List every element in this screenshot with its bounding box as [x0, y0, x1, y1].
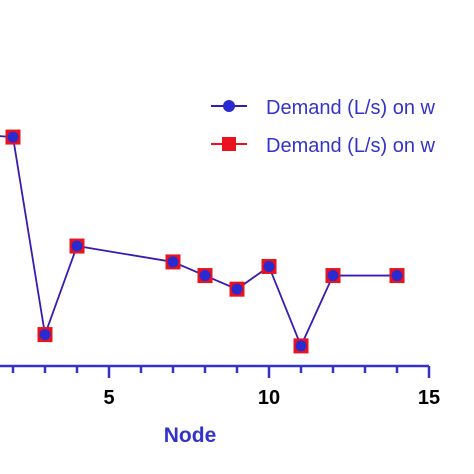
x-tick-label: 10	[258, 387, 280, 409]
circle-marker	[327, 270, 339, 282]
legend-label-square: Demand (L/s) on w	[266, 135, 436, 157]
circle-marker	[263, 260, 275, 272]
x-tick-label: 5	[103, 387, 114, 409]
circle-marker	[199, 270, 211, 282]
legend-entry-square: Demand (L/s) on w	[211, 135, 436, 157]
x-axis-ticks	[11, 366, 431, 378]
circle-marker	[71, 240, 83, 252]
x-axis: 5 10 15 Node	[0, 364, 440, 447]
legend-square-marker	[222, 137, 236, 151]
x-axis-tick-labels: 5 10 15	[103, 387, 440, 409]
x-tick-label: 15	[418, 387, 440, 409]
circle-marker	[7, 131, 19, 143]
legend: Demand (L/s) on w Demand (L/s) on w	[211, 97, 436, 157]
circle-marker	[295, 340, 307, 352]
legend-entry-circle: Demand (L/s) on w	[211, 97, 436, 119]
circle-marker	[231, 283, 243, 295]
series-line	[0, 135, 397, 349]
legend-label-circle: Demand (L/s) on w	[266, 97, 436, 119]
circle-marker	[167, 256, 179, 268]
series-markers	[5, 129, 405, 354]
circle-marker	[39, 329, 51, 341]
x-axis-label: Node	[164, 424, 217, 447]
series-lines	[0, 135, 397, 349]
circle-marker	[391, 270, 403, 282]
legend-circle-marker	[223, 100, 235, 112]
